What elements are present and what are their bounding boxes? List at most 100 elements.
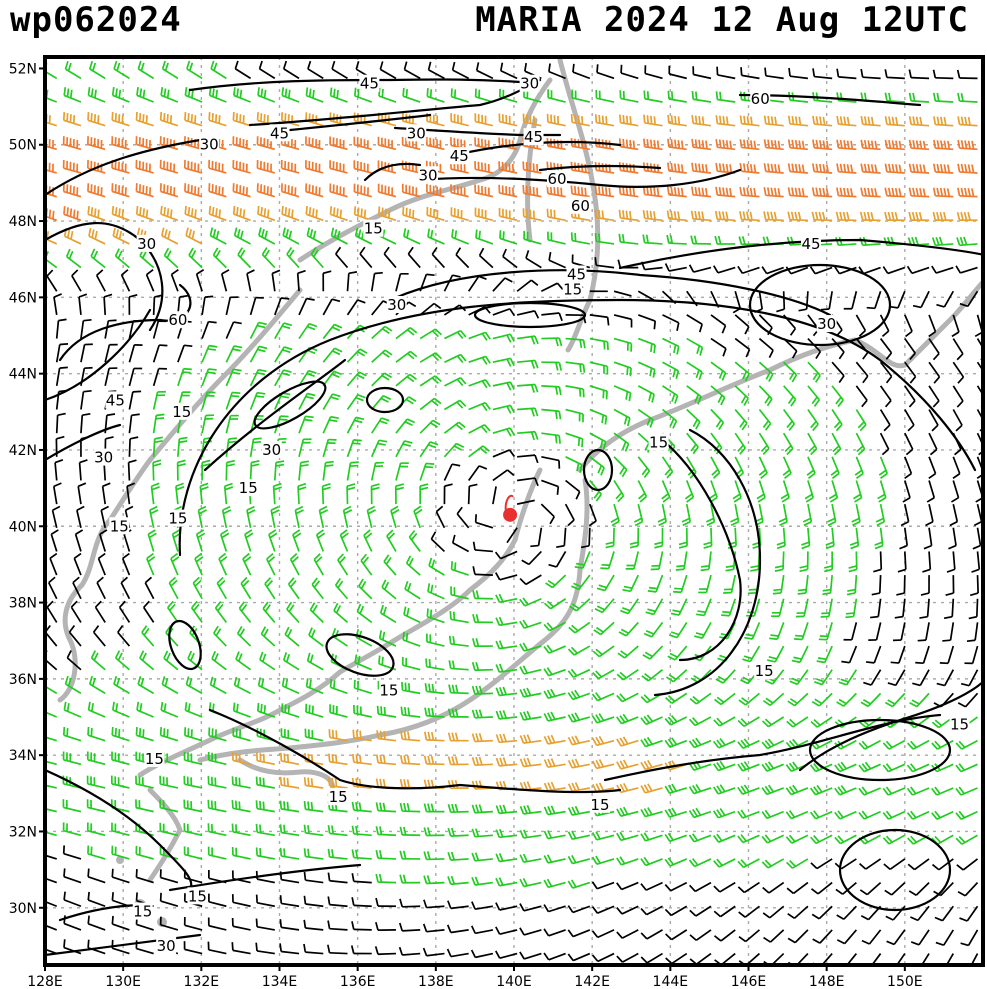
wind-barb (785, 810, 809, 820)
wind-barb (221, 505, 232, 528)
wind-barb (739, 186, 760, 198)
wind-barb (273, 460, 285, 481)
wind-barb (519, 710, 542, 721)
wind-barb (86, 822, 106, 837)
wind-barb (371, 325, 393, 340)
wind-barb (177, 436, 188, 457)
wind-barb (787, 187, 808, 198)
wind-barb (232, 112, 251, 127)
wind-barb (54, 459, 64, 481)
wind-barb (443, 421, 466, 434)
wind-barb (274, 322, 293, 339)
wind-barb (187, 650, 203, 671)
wind-barb (55, 366, 68, 386)
wind-barb (694, 621, 712, 639)
wind-barb (305, 136, 324, 151)
wind-barb (517, 477, 539, 487)
wind-barb (956, 858, 979, 871)
wind-barb (207, 941, 227, 955)
wind-barb (450, 88, 469, 103)
wind-barb (142, 600, 155, 623)
wind-barb (152, 344, 168, 363)
wind-barb (830, 456, 840, 480)
wind-barb (851, 503, 861, 527)
wind-barb (810, 858, 833, 870)
wind-barb (884, 692, 906, 708)
lon-tick-label: 144E (653, 974, 689, 989)
wind-barb (949, 503, 959, 527)
wind-barb (242, 552, 252, 576)
wind-barb (855, 385, 868, 408)
wind-barb (306, 652, 324, 671)
wind-barb (928, 385, 940, 408)
wind-barb (495, 640, 518, 650)
wind-barb (567, 905, 591, 914)
wind-barb (135, 183, 154, 198)
wind-barb (613, 314, 633, 328)
wind-barb (260, 626, 276, 647)
wind-barb (286, 246, 300, 269)
wind-barb (822, 575, 833, 596)
wind-barb (858, 761, 881, 773)
wind-barb (519, 853, 542, 864)
wind-barb (114, 248, 130, 269)
wind-barb (662, 337, 680, 355)
wind-barb (613, 408, 631, 427)
wind-barb (908, 881, 930, 896)
wind-barb (543, 598, 567, 610)
wind-barb (956, 69, 978, 80)
wind-barb (845, 598, 858, 619)
contour-label-bg (519, 74, 540, 92)
wind-barb (865, 645, 882, 664)
wind-barb (786, 858, 809, 869)
wind-barb (686, 361, 703, 380)
wind-barb (66, 650, 82, 671)
contour-15kt-inner (658, 436, 742, 662)
wind-barb (279, 919, 300, 931)
wind-barb (45, 88, 58, 103)
wind-barb (787, 139, 808, 151)
wind-barb (111, 751, 130, 766)
wind-barb (519, 597, 542, 607)
wind-barb (159, 799, 179, 813)
contour-label: 15 (172, 403, 191, 421)
wind-barb (811, 163, 833, 174)
wind-barb (201, 436, 213, 457)
wind-barb (834, 810, 857, 820)
wind-barb (541, 455, 561, 469)
wind-barb (431, 246, 446, 269)
wind-barb (256, 702, 276, 718)
wind-barb (739, 211, 760, 222)
wind-barb (849, 527, 860, 550)
wind-barb (399, 850, 421, 860)
wind-barb (665, 929, 688, 941)
wind-barb (208, 893, 227, 908)
wind-barb (492, 333, 515, 343)
wind-barb (521, 550, 542, 566)
wind-barb (763, 211, 784, 222)
wind-barb (860, 68, 881, 80)
wind-barb (90, 650, 106, 671)
wind-barb (63, 701, 82, 718)
wind-barb (76, 505, 85, 528)
wind-barb (642, 138, 663, 151)
wind-barb (167, 600, 179, 623)
contour-label-bg (523, 128, 544, 146)
wind-barb (419, 462, 435, 481)
wind-barb (430, 531, 446, 553)
wind-barb (666, 669, 688, 683)
wind-barb (769, 622, 785, 641)
wind-barb (904, 385, 916, 408)
wind-barb (785, 266, 809, 275)
wind-barb (686, 408, 701, 430)
contour-15kt-east (653, 428, 762, 697)
lon-tick-label: 140E (496, 974, 532, 989)
wind-barb (370, 483, 380, 505)
wind-barb (774, 551, 785, 572)
wind-barb (734, 385, 749, 406)
wind-barb (716, 66, 736, 80)
wind-barb (957, 116, 978, 127)
wind-barb (225, 459, 235, 481)
contour-15kt-south (208, 708, 622, 794)
wind-barb (688, 833, 712, 843)
